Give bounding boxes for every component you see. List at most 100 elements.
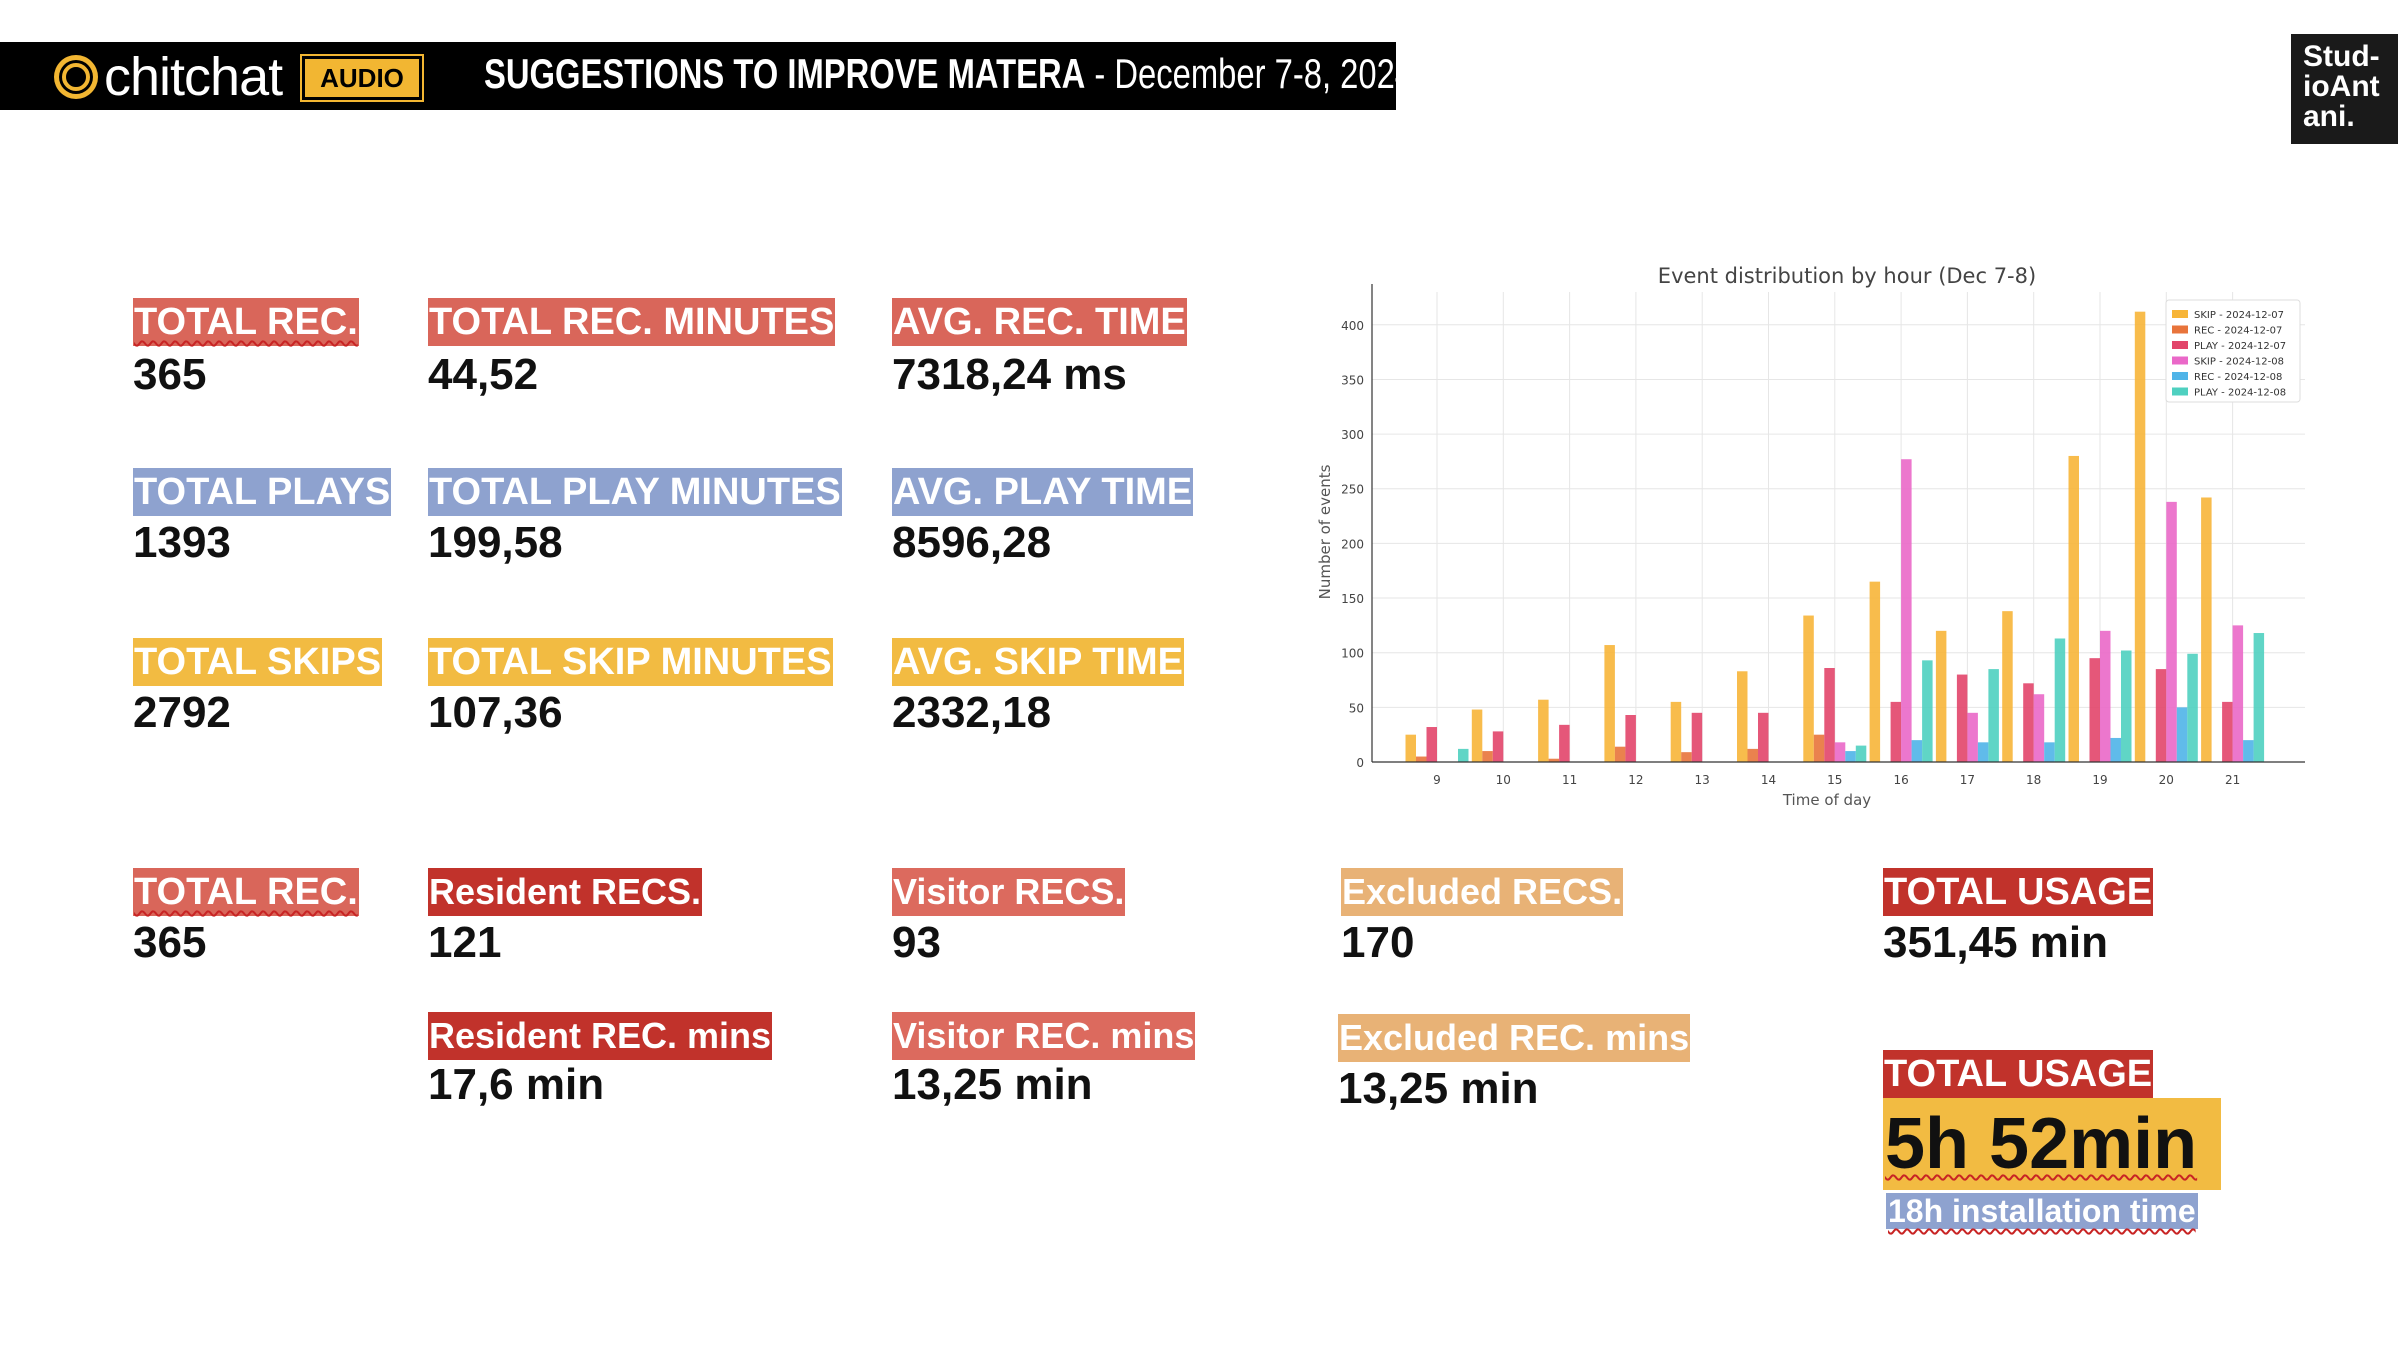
audio-badge: AUDIO [300, 54, 424, 102]
chart-bar [1956, 674, 1968, 762]
chart-y-tick-label: 350 [1341, 373, 1364, 387]
total-rec-minutes-value: 44,52 [428, 350, 539, 399]
chart-y-tick-label: 0 [1356, 756, 1364, 770]
chart-bar [2110, 737, 2121, 762]
avg-rec-time-label: AVG. REC. TIME [892, 298, 1187, 346]
chart-bar [2243, 740, 2254, 762]
chart-bar [1922, 660, 1933, 762]
total-usage-2-value: 5h 52min [1883, 1098, 2221, 1190]
excluded-recs-label: Excluded RECS. [1341, 868, 1624, 916]
event-distribution-chart: Event distribution by hour (Dec 7-8) Tim… [1300, 250, 2320, 820]
chart-bar [1625, 715, 1636, 762]
chart-bar [1988, 669, 1999, 762]
chart-bar [1869, 581, 1881, 762]
chart-bar [1977, 742, 1989, 762]
chitchat-logo-icon [54, 55, 98, 99]
chart-y-tick-label: 300 [1341, 428, 1364, 442]
chart-bar [1458, 748, 1469, 762]
chart-legend-swatch [2172, 310, 2188, 318]
chart-legend-swatch [2172, 356, 2188, 365]
visitor-recs-label: Visitor RECS. [892, 868, 1126, 916]
total-rec-minutes-label: TOTAL REC. MINUTES [428, 298, 836, 346]
visitor-rec-mins-label: Visitor REC. mins [892, 1012, 1196, 1060]
breakdown-total-rec-value: 365 [133, 918, 207, 967]
chart-bar [1681, 752, 1692, 762]
chart-x-tick-label: 17 [1960, 773, 1975, 787]
studio-logo-line: ioAnt [2303, 70, 2380, 103]
installation-time-label: 18h installation time [1886, 1193, 2198, 1229]
avg-play-time-value: 8596,28 [892, 518, 1052, 567]
chart-bar [1492, 731, 1504, 762]
total-usage-label: TOTAL USAGE [1883, 868, 2154, 916]
chart-bar [1604, 645, 1615, 762]
chart-bar [1824, 668, 1835, 762]
chart-y-tick-label: 100 [1341, 647, 1364, 661]
chart-x-tick-label: 11 [1562, 773, 1577, 787]
chart-legend-swatch [2172, 325, 2188, 334]
chart-legend-label: REC - 2024-12-08 [2194, 372, 2282, 383]
chart-bar [1482, 751, 1493, 762]
chart-bar [2253, 633, 2265, 762]
chart-bar [2166, 501, 2177, 762]
chart-bar [2121, 650, 2132, 762]
excluded-rec-mins-label: Excluded REC. mins [1338, 1014, 1691, 1062]
total-skips-value: 2792 [133, 688, 231, 737]
chart-bar [1845, 751, 1856, 762]
chart-bar [2201, 497, 2212, 762]
chart-bar [2089, 658, 2100, 762]
chart-bar [1405, 734, 1416, 762]
avg-skip-time-value: 2332,18 [892, 688, 1052, 737]
chart-bar [2176, 707, 2188, 762]
chart-bar [2232, 625, 2244, 762]
chart-legend-label: PLAY - 2024-12-08 [2194, 388, 2286, 399]
chart-legend-label: PLAY - 2024-12-07 [2194, 341, 2286, 352]
chart-bar [1758, 712, 1769, 762]
chart-bar [2044, 742, 2055, 762]
chart-x-tick-label: 18 [2026, 773, 2041, 787]
chart-x-tick-label: 16 [1893, 773, 1908, 787]
chart-bar [2033, 694, 2045, 762]
chart-x-tick-label: 21 [2225, 773, 2240, 787]
chart-y-tick-label: 400 [1341, 319, 1364, 333]
visitor-rec-mins-value: 13,25 min [892, 1060, 1093, 1109]
chart-bar [1426, 727, 1437, 762]
avg-rec-time-value: 7318,24 ms [892, 350, 1127, 399]
header-bar: chitchat AUDIO SUGGESTIONS TO IMPROVE MA… [0, 42, 1413, 110]
brand-name: chitchat [104, 47, 283, 107]
total-rec-label: TOTAL REC. [133, 298, 359, 346]
avg-skip-time-label: AVG. SKIP TIME [892, 638, 1184, 686]
chart-legend-swatch [2172, 387, 2188, 396]
chart-y-tick-label: 50 [1349, 701, 1364, 715]
resident-recs-value: 121 [428, 918, 502, 967]
avg-play-time-label: AVG. PLAY TIME [892, 468, 1194, 516]
chart-bar [1614, 746, 1626, 762]
chart-bar [1813, 734, 1825, 762]
chart-legend-swatch [2172, 341, 2188, 349]
chart-bar [1935, 630, 1947, 762]
chart-y-tick-label: 150 [1341, 592, 1364, 606]
chart-x-tick-label: 9 [1433, 773, 1441, 787]
total-rec-value: 365 [133, 350, 207, 399]
chart-y-tick-label: 200 [1341, 537, 1364, 551]
chart-bar [1737, 671, 1748, 762]
chart-bar [1834, 742, 1846, 762]
chart-bar [2002, 611, 2013, 762]
chart-bar [1548, 758, 1560, 762]
chart-bar [2068, 455, 2079, 762]
chart-bar [1901, 459, 1912, 762]
excluded-rec-mins-value: 13,25 min [1338, 1064, 1539, 1113]
chart-x-tick-label: 19 [2092, 773, 2107, 787]
page-title: SUGGESTIONS TO IMPROVE MATERA - December… [484, 50, 1413, 98]
breakdown-total-rec-label: TOTAL REC. [133, 868, 359, 916]
chart-bar [1471, 709, 1483, 762]
chart-x-tick-label: 12 [1628, 773, 1643, 787]
chart-bar [1803, 615, 1814, 762]
studio-logo: Stud- ioAnt ani. [2291, 34, 2398, 144]
total-skip-minutes-label: TOTAL SKIP MINUTES [428, 638, 833, 686]
chart-title: Event distribution by hour (Dec 7-8) [1658, 264, 2036, 288]
chart-x-tick-label: 14 [1761, 773, 1776, 787]
chart-bar [1691, 712, 1703, 762]
total-skips-label: TOTAL SKIPS [133, 638, 383, 686]
excluded-recs-value: 170 [1341, 918, 1415, 967]
total-plays-value: 1393 [133, 518, 231, 567]
